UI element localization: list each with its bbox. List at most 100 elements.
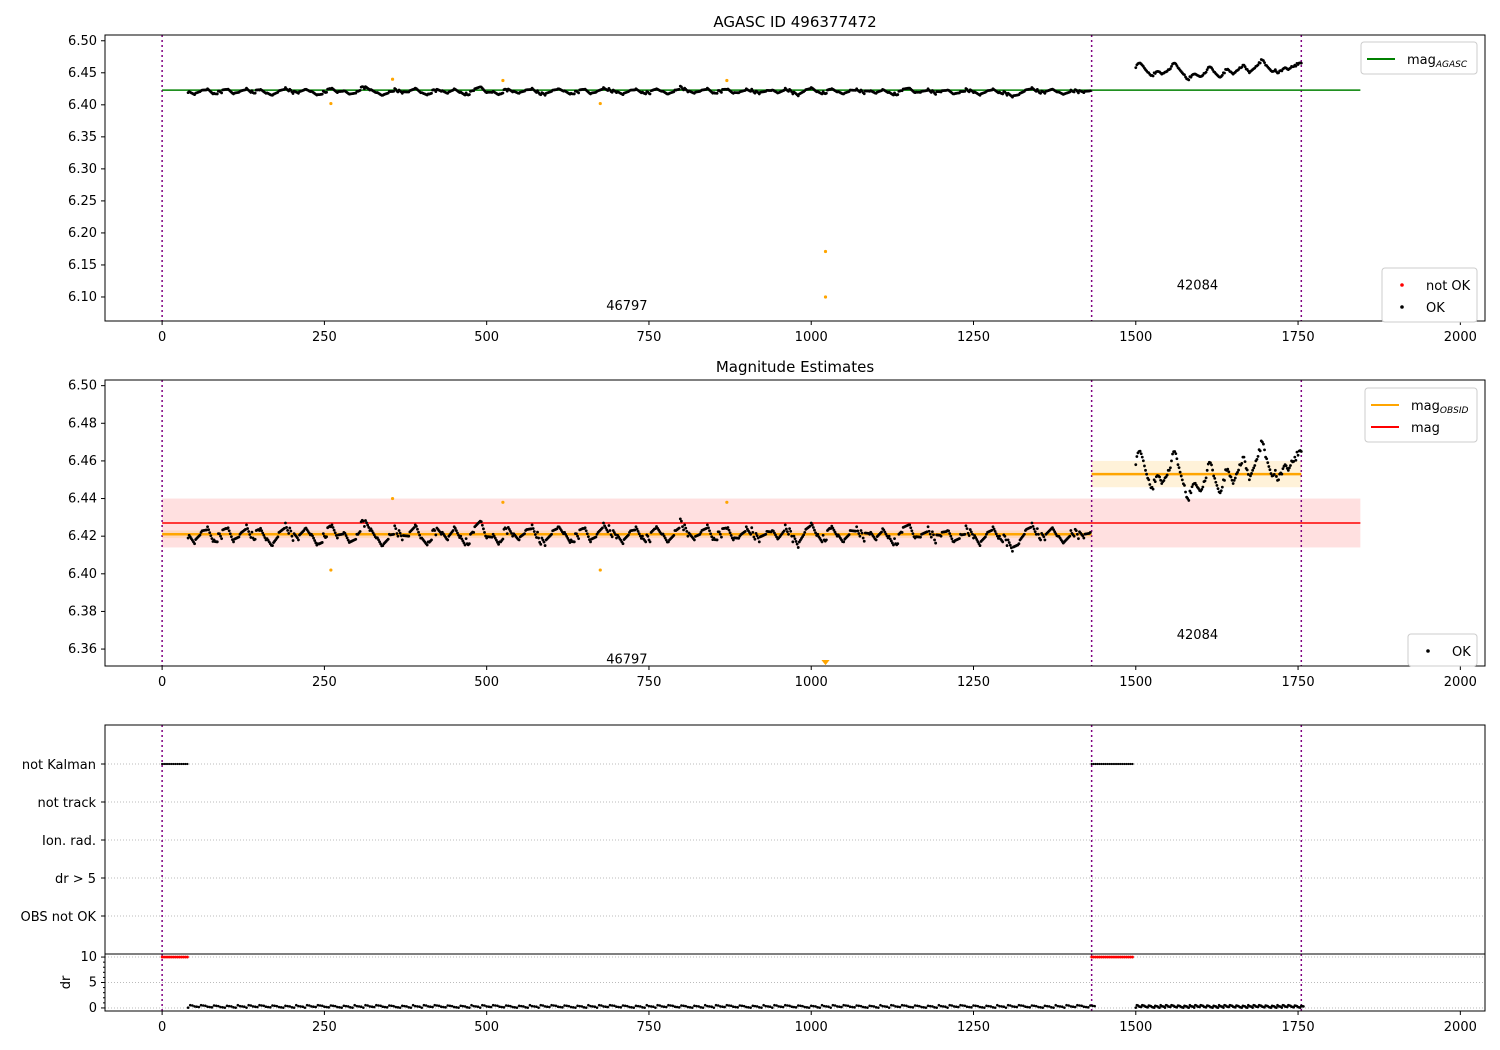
dr-point [615,1005,618,1009]
dr-point [602,1005,605,1008]
outlier-point [390,496,395,501]
dr-point [667,1003,670,1007]
ok-point [754,531,758,535]
dr-point [236,1003,240,1007]
ok-point [430,538,433,542]
ok-point [1288,466,1291,470]
dr-point [556,1005,560,1009]
ok-point [744,525,748,529]
ok-point [1242,455,1246,459]
ok-point [1273,468,1277,472]
dr-point [1192,1006,1196,1009]
ok-point [854,529,857,533]
dr-point [736,1006,739,1009]
dr-point [312,1005,315,1009]
dr-point [292,1006,296,1009]
dr-point [881,1004,884,1008]
ok-point [992,527,996,531]
ok-point [1134,463,1138,467]
dr-point [926,1004,930,1008]
dr-point [403,1004,406,1008]
ok-point [295,536,299,540]
ok-point [400,538,404,542]
outlier-point [598,101,602,106]
dr-point [379,1004,382,1008]
ok-point [1173,450,1177,453]
dr-clipped-point [1099,955,1103,959]
dr-point [993,1006,997,1009]
ok-point [677,526,681,530]
dr-point [649,1005,653,1008]
y-tick-label: 0 [89,1001,97,1016]
dr-point [1004,1006,1008,1009]
dr-point [578,1004,582,1008]
dr-point [766,1005,770,1008]
dr-point [539,1003,543,1007]
ok-point [963,89,967,93]
ok-point [1263,448,1266,452]
dr-point [680,1004,683,1007]
ok-point [253,537,257,541]
dr-point [738,1004,742,1007]
dr-point [1032,1004,1036,1008]
dr-point [201,1004,205,1007]
ok-point [594,535,598,539]
ok-point [505,89,509,93]
dr-point [712,1006,716,1009]
ok-point [1247,478,1251,482]
dr-point [911,1006,915,1009]
dr-point [288,1005,292,1008]
dr-point [998,1004,1001,1008]
ok-point [501,537,505,541]
dr-point [803,1005,807,1009]
ok-point [218,532,221,536]
ok-point [856,529,860,533]
ok-point [803,531,807,534]
dr-point [368,1005,372,1008]
ok-point [483,531,486,534]
ok-point [646,534,650,538]
dr-point [331,1004,335,1008]
dr-point [814,1005,817,1008]
dr-point [452,1005,456,1009]
dr-point [301,1005,305,1009]
ok-point [1268,468,1272,472]
dr-clipped-point [180,955,183,959]
dr-point [377,1004,380,1007]
ok-point [433,529,437,532]
ok-point [286,529,290,532]
dr-point [779,1005,783,1009]
dr-point [608,1003,612,1007]
ok-point [1074,529,1078,533]
outlier-point [501,78,505,83]
ok-point [969,530,973,534]
legend-label-main: mag [1411,421,1440,436]
outlier-point [725,78,729,83]
ok-point [1237,468,1240,472]
dr-point [299,1005,302,1008]
dr-point [1082,1005,1086,1009]
dr-point [853,1006,856,1009]
dr-point [725,1003,729,1007]
dr-clipped-point [160,955,164,959]
ok-point [249,536,253,539]
ok-point [789,529,793,533]
ok-point [1293,455,1297,459]
dr-point [729,1004,733,1008]
ok-point [1006,538,1010,542]
ok-point [220,537,224,541]
ok-point [539,93,543,97]
ok-point [1174,452,1178,456]
ok-point [1170,64,1173,68]
ok-point [331,526,335,529]
dr-point [1013,1005,1016,1009]
ok-point [463,93,467,97]
ok-point [1267,465,1271,468]
dr-point [1008,1004,1012,1007]
dr-point [809,1004,813,1008]
dr-point [669,1004,672,1007]
x-tick-label: 1500 [1119,675,1152,690]
ok-point [726,526,730,529]
dr-point [613,1004,616,1008]
